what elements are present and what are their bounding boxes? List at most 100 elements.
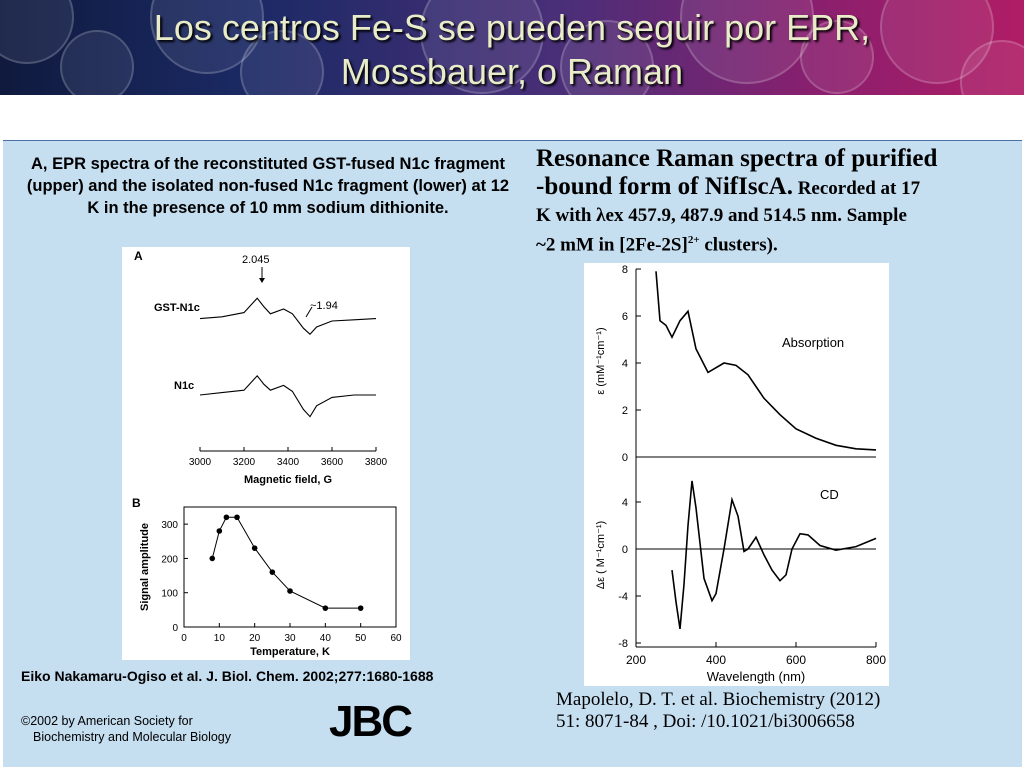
right-panel: Resonance Raman spectra of purified -bou… bbox=[526, 141, 1022, 767]
raman-heading-line2-small: Recorded at 17 bbox=[792, 178, 921, 199]
absorption-y-tick-label: 6 bbox=[622, 311, 628, 323]
temp-fit-curve bbox=[211, 516, 361, 609]
jbc-logo: JBC bbox=[329, 697, 413, 746]
raman-heading-line3: K with λex 457.9, 487.9 and 514.5 nm. Sa… bbox=[536, 205, 907, 226]
spectra-series bbox=[655, 271, 877, 630]
slide-title-line2: Mossbauer, o Raman bbox=[340, 51, 684, 92]
decorative-bubble bbox=[240, 30, 324, 95]
raman-heading-line4-pre: ~2 mM in [2Fe-2S] bbox=[536, 234, 688, 256]
epr-x-tick-label: 3200 bbox=[233, 457, 256, 468]
raman-heading-line2-big: -bound form of NifIscA. bbox=[536, 173, 793, 200]
temp-x-axis-label: Temperature, K bbox=[250, 646, 330, 658]
absorption-cd-figure: 8 6 4 2 0 4 0 -4 -8 200 400 600 800 Absorption CD ε … bbox=[584, 263, 889, 686]
raman-heading-line4-sup: 2+ bbox=[687, 234, 700, 246]
left-panel: A, EPR spectra of the reconstituted GST-… bbox=[3, 141, 526, 767]
epr-x-ticks: 3000 3200 3400 3600 3800 bbox=[189, 447, 388, 468]
cd-y-tick-label: -8 bbox=[618, 638, 628, 650]
temp-x-tick-label: 60 bbox=[390, 633, 402, 644]
epr-x-tick-label: 3600 bbox=[321, 457, 344, 468]
temp-x-ticks: 0 10 20 30 40 50 60 bbox=[181, 623, 402, 644]
temp-x-tick-label: 30 bbox=[284, 633, 296, 644]
spectra-x-tick-label: 600 bbox=[786, 653, 806, 667]
temp-y-ticks: 0 100 200 300 bbox=[161, 520, 188, 634]
cd-y-axis-label: Δε ( M⁻¹cm⁻¹) bbox=[595, 521, 607, 589]
temp-series bbox=[209, 514, 364, 611]
epr-traces bbox=[199, 297, 377, 418]
raman-citation-line1: Mapolelo, D. T. et al. Biochemistry (201… bbox=[556, 689, 881, 710]
absorption-y-axis-label: ε (mM⁻¹cm⁻¹) bbox=[595, 327, 607, 394]
trace-label-n1c: N1c bbox=[174, 380, 194, 392]
raman-heading-line1: Resonance Raman spectra of purified bbox=[536, 145, 938, 172]
temp-y-tick-label: 0 bbox=[172, 623, 178, 634]
temp-x-tick-label: 0 bbox=[181, 633, 187, 644]
epr-x-tick-label: 3000 bbox=[189, 457, 212, 468]
spectra-x-tick-label: 400 bbox=[706, 653, 726, 667]
temp-x-tick-label: 50 bbox=[355, 633, 367, 644]
cd-line bbox=[671, 480, 877, 630]
spectra-ticks: 8 6 4 2 0 4 0 -4 -8 200 400 600 800 bbox=[618, 264, 886, 667]
temp-y-axis-label: Signal amplitude bbox=[139, 523, 151, 611]
absorption-y-tick-label: 8 bbox=[622, 264, 628, 276]
annotation-g-2045: 2.045 bbox=[242, 254, 270, 266]
epr-figure: A GST-N1c N1c 2.045 ~1.94 3000 3200 3400 36… bbox=[122, 247, 410, 660]
temp-data-point bbox=[234, 514, 240, 521]
panel-a-label: A bbox=[134, 249, 143, 263]
slide-title: Los centros Fe-S se pueden seguir por EP… bbox=[0, 6, 1024, 94]
cd-y-tick-label: 4 bbox=[622, 497, 628, 509]
slide-title-line1: Los centros Fe-S se pueden seguir por EP… bbox=[153, 7, 871, 48]
epr-caption: A, EPR spectra of the reconstituted GST-… bbox=[26, 155, 510, 217]
epr-citation: Eiko Nakamaru-Ogiso et al. J. Biol. Chem… bbox=[21, 668, 434, 684]
epr-figure-svg: A GST-N1c N1c 2.045 ~1.94 3000 3200 3400 36… bbox=[132, 249, 402, 658]
slide-body: A, EPR spectra of the reconstituted GST-… bbox=[3, 140, 1022, 767]
panel-b-label: B bbox=[132, 496, 141, 510]
slide-header: Los centros Fe-S se pueden seguir por EP… bbox=[0, 0, 1024, 95]
temp-x-tick-label: 10 bbox=[214, 633, 226, 644]
annotation-g-194: ~1.94 bbox=[310, 300, 338, 312]
spectra-x-tick-label: 800 bbox=[866, 653, 886, 667]
absorption-line bbox=[655, 271, 877, 451]
spectra-x-axis-label: Wavelength (nm) bbox=[707, 669, 806, 684]
panel-b-frame bbox=[183, 506, 397, 628]
temp-x-tick-label: 40 bbox=[320, 633, 332, 644]
temp-data-point bbox=[357, 605, 364, 611]
absorption-y-tick-label: 2 bbox=[622, 405, 628, 417]
trace-label-gst-n1c: GST-N1c bbox=[154, 302, 200, 314]
temp-data-point bbox=[223, 514, 230, 521]
raman-citation-line2: 51: 8071-84 , Doi: /10.1021/bi3006658 bbox=[556, 711, 855, 732]
decorative-bubble bbox=[800, 20, 874, 94]
copyright-line1: ©2002 by American Society for bbox=[21, 714, 193, 728]
epr-trace-gst-n1c bbox=[199, 297, 377, 335]
epr-trace-n1c bbox=[199, 374, 376, 418]
absorption-y-tick-label: 4 bbox=[622, 358, 628, 370]
cd-label: CD bbox=[820, 487, 839, 502]
annotation-arrow-194 bbox=[305, 306, 313, 318]
temp-data-point bbox=[209, 555, 216, 562]
cd-y-tick-label: 0 bbox=[622, 544, 628, 556]
decorative-bubble bbox=[960, 40, 1024, 95]
temp-y-tick-label: 100 bbox=[161, 589, 178, 600]
temp-data-point bbox=[251, 545, 258, 551]
raman-heading: Resonance Raman spectra of purified -bou… bbox=[536, 145, 1016, 257]
spectra-x-tick-label: 200 bbox=[626, 653, 646, 667]
temp-x-tick-label: 20 bbox=[249, 633, 261, 644]
temp-y-tick-label: 300 bbox=[161, 520, 178, 531]
absorption-cd-svg: 8 6 4 2 0 4 0 -4 -8 200 400 600 800 Absorption CD ε … bbox=[595, 264, 886, 684]
absorption-y-tick-label: 0 bbox=[622, 452, 628, 464]
raman-heading-line4-post: clusters). bbox=[699, 234, 778, 256]
temp-data-point bbox=[216, 528, 223, 534]
epr-x-tick-label: 3800 bbox=[365, 457, 388, 468]
raman-citation: Mapolelo, D. T. et al. Biochemistry (201… bbox=[556, 689, 1016, 733]
absorption-label: Absorption bbox=[782, 335, 844, 350]
copyright-line2: Biochemistry and Molecular Biology bbox=[33, 730, 232, 744]
decorative-bubble bbox=[560, 20, 654, 95]
epr-x-tick-label: 3400 bbox=[277, 457, 300, 468]
annotation-arrowhead-2045 bbox=[259, 278, 265, 283]
temp-data-point bbox=[269, 569, 276, 575]
decorative-bubble bbox=[60, 30, 134, 95]
cd-y-tick-label: -4 bbox=[618, 591, 628, 603]
copyright-notice: ©2002 by American Society for Biochemist… bbox=[21, 713, 321, 745]
temp-data-point bbox=[287, 588, 293, 594]
temp-data-point bbox=[322, 605, 329, 611]
temp-y-tick-label: 200 bbox=[161, 554, 178, 565]
epr-x-axis-label: Magnetic field, G bbox=[244, 474, 332, 486]
